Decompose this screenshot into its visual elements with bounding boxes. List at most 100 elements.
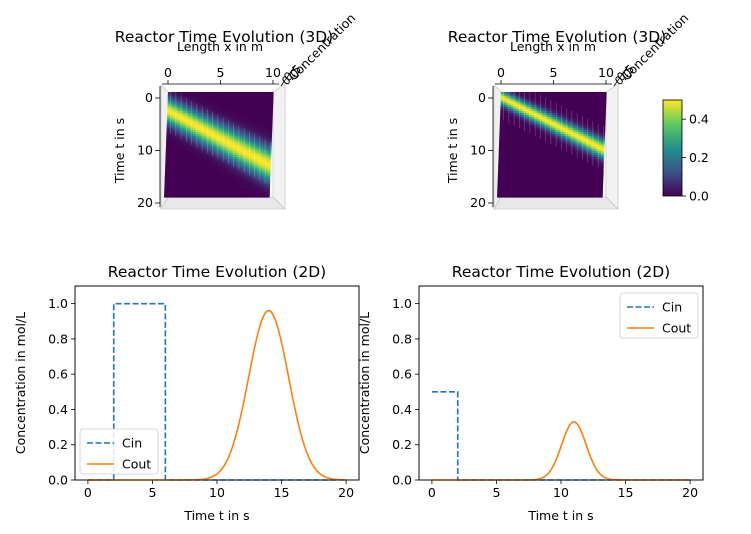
heat-cell xyxy=(524,96,528,99)
heat-cell xyxy=(176,131,181,135)
heat-cell xyxy=(178,96,182,99)
heat-cell xyxy=(504,144,508,148)
heat-cell xyxy=(569,144,574,148)
heat-cell xyxy=(502,113,507,116)
line-panel-left: 0 5 10 15 200.00.20.40.60.81.0CinCoutReactor… xyxy=(13,263,360,523)
heat-cell xyxy=(541,140,545,143)
heat-cell xyxy=(587,163,591,167)
heat-cell xyxy=(243,106,247,110)
heat-cell xyxy=(167,108,171,112)
heat-cell xyxy=(217,113,221,116)
heat-cell xyxy=(189,157,193,160)
heat-cell xyxy=(227,115,231,118)
heat-cell xyxy=(196,106,200,110)
heat-cell xyxy=(230,186,234,190)
heat-cell xyxy=(180,169,185,173)
heat-cell xyxy=(252,144,256,148)
heat-cell xyxy=(245,119,249,122)
heat-cell xyxy=(242,125,247,129)
heat-cell xyxy=(230,98,234,101)
heat-cell xyxy=(263,136,267,139)
heat-cell xyxy=(518,102,523,106)
heat-cell xyxy=(575,134,579,137)
heat-cell xyxy=(247,142,251,146)
heat-cell xyxy=(188,178,192,181)
heat-cell xyxy=(172,106,176,110)
heat-cell xyxy=(554,123,559,127)
heat-cell xyxy=(575,142,579,146)
heat-cell xyxy=(601,148,605,152)
heat-cell xyxy=(571,173,575,177)
heat-cell xyxy=(199,102,203,106)
heat-cell xyxy=(218,146,222,150)
heat-cell xyxy=(499,144,503,148)
heat-cell xyxy=(497,186,501,190)
heat-cell xyxy=(265,144,269,148)
heat-cell xyxy=(519,163,523,167)
heat-cell xyxy=(245,117,250,120)
heat-cell xyxy=(199,167,203,171)
heat-cell xyxy=(235,117,239,120)
heat-cell xyxy=(204,104,208,108)
heat-cell xyxy=(200,194,205,198)
heat-cell xyxy=(248,119,252,122)
heat-cell xyxy=(177,115,181,118)
heat-cell xyxy=(252,146,256,150)
heat-cell xyxy=(174,117,179,120)
heat-cell xyxy=(511,104,515,108)
heat-cell xyxy=(545,155,550,158)
heat-cell xyxy=(577,161,581,164)
heat-cell xyxy=(261,178,266,181)
heat-cell xyxy=(499,138,503,141)
heat-cell xyxy=(579,171,583,175)
heat-cell xyxy=(266,123,270,127)
heat-cell xyxy=(165,155,169,158)
heat-cell xyxy=(527,142,532,146)
heat-cell xyxy=(577,92,581,95)
heat-cell xyxy=(599,115,604,118)
heat-cell xyxy=(576,184,580,188)
heat-cell xyxy=(249,152,253,156)
heat-cell xyxy=(524,171,528,175)
heat-cell xyxy=(512,192,517,196)
heat-cell xyxy=(218,148,222,152)
heat-cell xyxy=(247,146,251,150)
heat-cell xyxy=(265,161,269,164)
heat-cell xyxy=(506,167,510,171)
y-axis-label: Time t in s xyxy=(112,118,127,184)
heat-cell xyxy=(267,163,271,167)
heat-cell xyxy=(564,159,568,162)
heat-cell xyxy=(554,192,559,196)
heat-cell xyxy=(592,113,596,116)
heat-cell xyxy=(222,106,226,110)
heat-cell xyxy=(214,115,218,118)
heat-cell xyxy=(515,115,520,118)
heat-cell xyxy=(173,94,177,97)
heat-cell xyxy=(581,192,585,196)
heat-cell xyxy=(561,163,565,167)
heat-cell xyxy=(178,167,182,171)
heat-cell xyxy=(544,180,549,183)
heat-cell xyxy=(183,96,187,99)
heat-cell xyxy=(592,178,596,181)
heat-cell xyxy=(555,98,560,101)
heat-cell xyxy=(259,159,264,162)
heat-cell xyxy=(527,152,531,156)
heat-cell xyxy=(537,159,542,162)
heat-cell xyxy=(578,134,582,137)
heat-cell xyxy=(209,169,213,173)
heat-cell xyxy=(252,140,257,143)
heat-cell xyxy=(195,125,199,129)
heat-cell xyxy=(534,108,538,112)
heat-cell xyxy=(254,155,259,158)
heat-cell xyxy=(565,184,569,188)
heat-cell xyxy=(518,171,523,175)
heat-cell xyxy=(545,104,549,108)
heat-cell xyxy=(235,182,239,185)
heat-cell xyxy=(218,134,223,137)
heat-cell xyxy=(250,144,254,148)
heat-cell xyxy=(216,134,220,137)
heat-cell xyxy=(571,159,576,162)
heat-cell xyxy=(220,173,224,177)
heat-cell xyxy=(567,134,571,137)
